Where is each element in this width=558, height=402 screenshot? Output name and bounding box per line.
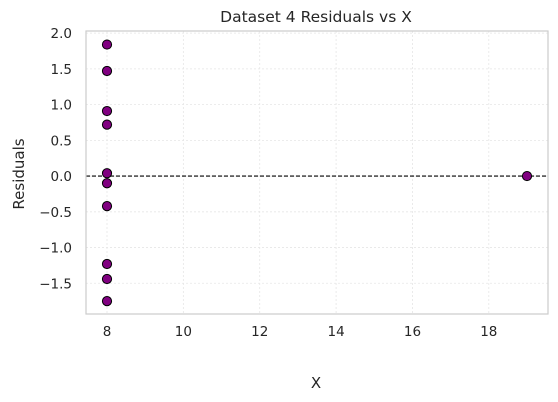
data-point xyxy=(101,168,113,179)
y-tick-label: 2.0 xyxy=(51,26,72,42)
x-tick-label: 12 xyxy=(251,324,268,340)
y-tick-label: −1.0 xyxy=(39,241,72,257)
data-point xyxy=(101,105,113,117)
x-tick-label: 18 xyxy=(480,324,497,340)
y-tick-label: 1.0 xyxy=(51,98,72,114)
y-tick-label: 0.5 xyxy=(51,133,72,149)
data-point xyxy=(521,170,533,182)
y-axis-title: Residuals xyxy=(10,138,28,209)
data-point xyxy=(101,178,113,189)
data-point xyxy=(101,296,113,307)
x-tick-label: 10 xyxy=(175,324,192,340)
x-axis-ticks: 8 10 12 14 16 18 xyxy=(103,324,498,340)
x-tick-label: 16 xyxy=(404,324,421,340)
data-point xyxy=(101,39,113,50)
y-tick-label: −0.5 xyxy=(39,205,72,221)
y-tick-label: 0.0 xyxy=(51,169,72,185)
data-points xyxy=(101,39,533,307)
data-point xyxy=(101,200,113,212)
chart-title: Dataset 4 Residuals vs X xyxy=(220,8,412,26)
data-point xyxy=(101,258,113,270)
x-tick-label: 8 xyxy=(103,324,112,340)
plot-frame xyxy=(85,30,549,315)
x-axis-title: X xyxy=(311,374,321,392)
data-point xyxy=(101,119,113,130)
y-tick-label: −1.5 xyxy=(39,276,72,292)
y-tick-label: 1.5 xyxy=(51,62,72,78)
y-axis-ticks: −1.5 −1.0 −0.5 0.0 0.5 1.0 1.5 2.0 xyxy=(39,26,72,292)
data-point xyxy=(101,273,113,285)
data-point xyxy=(101,65,113,77)
x-tick-label: 14 xyxy=(327,324,344,340)
